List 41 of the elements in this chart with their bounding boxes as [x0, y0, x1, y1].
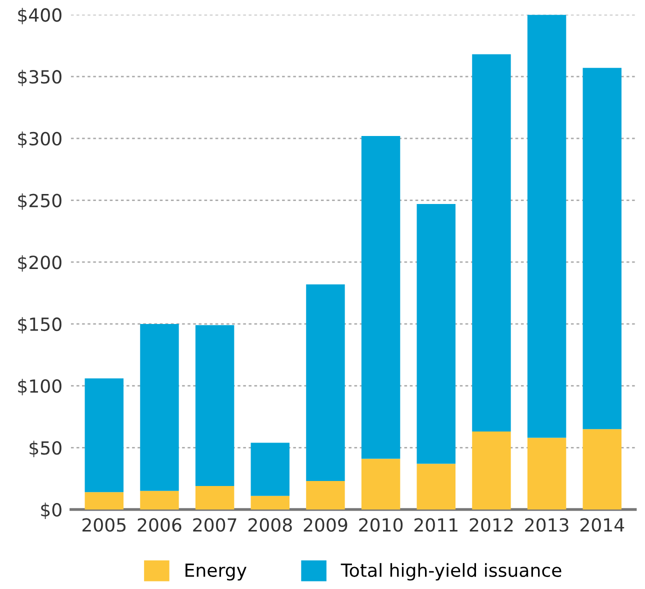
- bar: [361, 458, 400, 510]
- x-tick-label: 2006: [138, 518, 182, 532]
- bar: [195, 325, 234, 486]
- bar: [250, 442, 290, 496]
- bar: [306, 284, 345, 482]
- bar: [361, 136, 400, 459]
- legend-label: Total high-yield issuance: [340, 563, 562, 581]
- bar: [527, 14, 566, 438]
- y-tick-label: $0: [41, 502, 62, 519]
- x-tick-label: 2014: [580, 518, 624, 532]
- legend-label: Energy: [186, 564, 246, 581]
- bar: [582, 429, 622, 510]
- bar: [140, 490, 179, 510]
- y-tick-label: $50: [30, 440, 62, 458]
- bar: [416, 204, 456, 464]
- bar: [250, 496, 290, 510]
- bar: [416, 464, 456, 510]
- x-tick-label: 2005: [82, 518, 126, 532]
- y-tick-label: $150: [18, 317, 62, 334]
- y-tick-label: $250: [18, 193, 62, 210]
- bar: [140, 324, 179, 491]
- y-tick-label: $400: [18, 8, 62, 24]
- x-tick-label: 2010: [359, 518, 403, 532]
- bar: [84, 492, 124, 510]
- bar: [472, 54, 511, 432]
- bar: [582, 68, 622, 430]
- x-tick-label: 2008: [248, 518, 292, 532]
- bar: [84, 378, 124, 492]
- bar: [472, 432, 511, 510]
- y-tick-label: $300: [18, 132, 62, 148]
- bar: [306, 481, 345, 510]
- y-tick-label: $200: [18, 255, 62, 272]
- bar: [527, 438, 566, 510]
- x-tick-label: 2009: [304, 518, 348, 532]
- x-tick-label: 2007: [193, 518, 236, 532]
- x-tick-label: 2011: [414, 518, 458, 532]
- y-tick-label: $350: [18, 70, 62, 86]
- x-tick-label: 2012: [470, 518, 513, 532]
- bar: [195, 486, 234, 510]
- y-tick-label: $100: [18, 378, 62, 396]
- x-tick-label: 2013: [525, 518, 568, 532]
